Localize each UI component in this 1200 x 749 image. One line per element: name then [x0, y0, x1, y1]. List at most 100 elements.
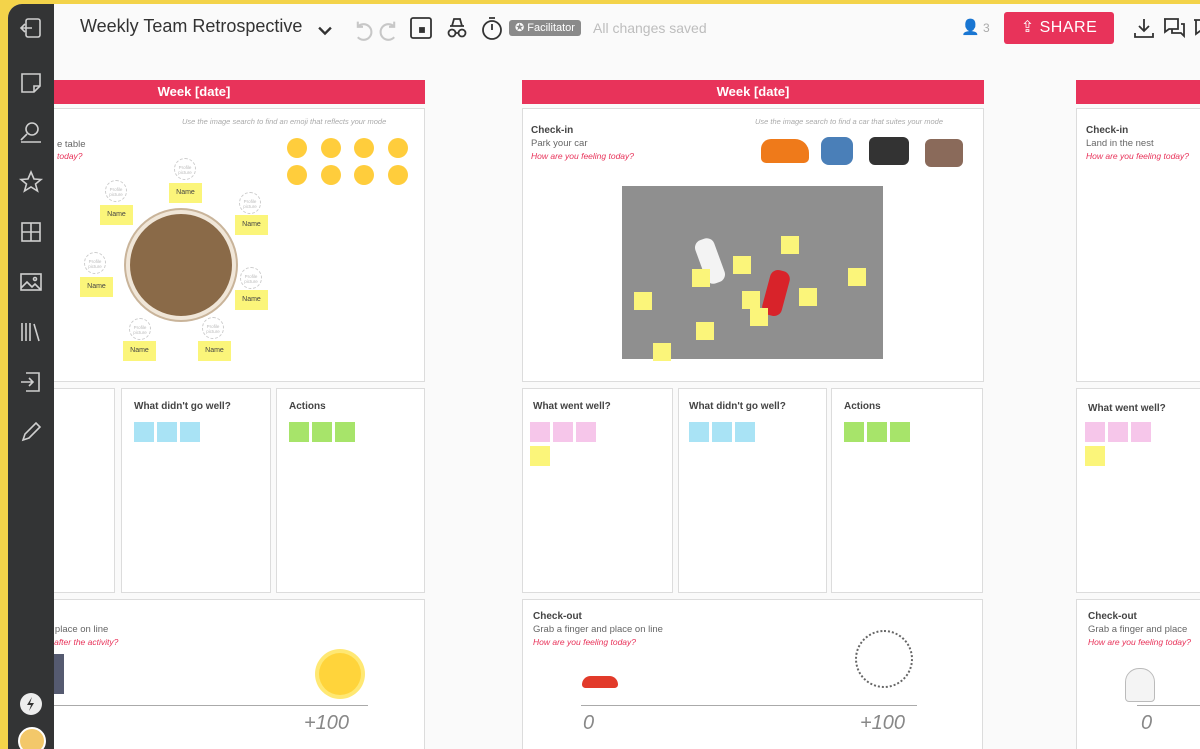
facilitator-badge[interactable]: ✪ Facilitator	[509, 20, 581, 36]
axis-max-label: +100	[304, 712, 350, 734]
image-icon[interactable]	[17, 268, 45, 296]
name-sticky[interactable]: Name	[198, 341, 231, 361]
buggy-icon[interactable]	[925, 139, 963, 167]
sticky-note[interactable]	[781, 236, 799, 254]
search-image-icon[interactable]	[17, 118, 45, 146]
sticky-note[interactable]	[576, 422, 596, 442]
wink-emoji-icon[interactable]	[354, 165, 374, 185]
sticky-note-icon[interactable]	[17, 69, 45, 97]
checkin-question: today?	[57, 151, 83, 161]
sticky-note[interactable]	[289, 422, 309, 442]
smile-emoji-icon[interactable]	[287, 138, 307, 158]
whiteboard-canvas[interactable]: Week [date] e table today? Use the image…	[54, 48, 1200, 749]
sticky-note[interactable]	[1108, 422, 1128, 442]
nerd-emoji-icon[interactable]	[388, 138, 408, 158]
checkin-question: How are you feeling today?	[531, 151, 635, 161]
happy-emoji-icon[interactable]	[287, 165, 307, 185]
ghost-icon[interactable]	[1125, 668, 1155, 702]
sticky-note[interactable]	[848, 268, 866, 286]
chevron-down-icon[interactable]	[312, 17, 334, 39]
sticky-note[interactable]	[530, 446, 550, 466]
redo-icon[interactable]	[376, 19, 396, 41]
sticky-note[interactable]	[689, 422, 709, 442]
board-title[interactable]: Weekly Team Retrospective	[80, 16, 303, 36]
party-emoji-icon[interactable]	[388, 165, 408, 185]
sticky-note[interactable]	[1131, 422, 1151, 442]
sticky-note[interactable]	[180, 422, 200, 442]
avatar[interactable]	[18, 727, 46, 749]
name-sticky[interactable]: Name	[80, 277, 113, 297]
pen-icon[interactable]	[17, 418, 45, 446]
checkout-panel: Check-out Grab a finger and place How ar…	[1076, 599, 1200, 749]
sticky-note[interactable]	[157, 422, 177, 442]
exit-icon[interactable]	[17, 14, 45, 42]
jeep-icon[interactable]	[869, 137, 909, 165]
checkout-question: g after the activity?	[54, 637, 119, 647]
sticky-note[interactable]	[634, 292, 652, 310]
sticky-note[interactable]	[134, 422, 154, 442]
name-sticky[interactable]: Name	[100, 205, 133, 225]
comments-icon[interactable]	[1161, 15, 1187, 41]
sticky-note[interactable]	[1085, 422, 1105, 442]
sticky-note[interactable]	[553, 422, 573, 442]
active-users[interactable]: 👤 3	[961, 18, 990, 36]
sleepy-emoji-icon[interactable]	[321, 165, 341, 185]
column-title: What didn't go well?	[689, 401, 786, 412]
orange-car-icon[interactable]	[761, 139, 809, 163]
undo-icon[interactable]	[350, 19, 373, 41]
sticky-note[interactable]	[844, 422, 864, 442]
sticky-note[interactable]	[867, 422, 887, 442]
import-icon[interactable]	[17, 368, 45, 396]
scatter-dots-icon[interactable]	[855, 630, 913, 688]
parking-lot-image[interactable]	[622, 186, 883, 361]
sticky-note[interactable]	[692, 269, 710, 287]
checkout-title: Check-out	[533, 611, 582, 622]
star-icon[interactable]	[17, 168, 45, 196]
column-title: What went well?	[1088, 403, 1166, 414]
didnt-go-well-panel: What didn't go well?	[121, 388, 271, 593]
sticky-note[interactable]	[890, 422, 910, 442]
sticky-note[interactable]	[750, 308, 768, 326]
sticky-note[interactable]	[653, 343, 671, 361]
blue-car-icon[interactable]	[821, 137, 853, 165]
went-well-panel	[54, 388, 115, 593]
share-button[interactable]: ⇪ SHARE	[1004, 12, 1114, 44]
checkout-subtitle: Grab a finger and place on line	[533, 624, 663, 635]
incognito-icon[interactable]	[444, 15, 470, 41]
name-sticky[interactable]: Name	[235, 215, 268, 235]
dizzy-emoji-icon[interactable]	[321, 138, 341, 158]
name-sticky[interactable]: Name	[123, 341, 156, 361]
finger-image[interactable]	[54, 654, 64, 694]
chat-icon[interactable]	[1190, 15, 1200, 41]
profile-placeholder: Profile picture	[105, 180, 127, 202]
column-title: What didn't go well?	[134, 401, 231, 412]
sticky-note[interactable]	[530, 422, 550, 442]
sticky-note[interactable]	[696, 322, 714, 340]
user-icon: 👤	[961, 19, 980, 36]
finger-image[interactable]	[582, 676, 618, 688]
actions-panel: Actions	[276, 388, 425, 593]
sticky-note[interactable]	[312, 422, 332, 442]
axis-min-label: 0	[583, 712, 595, 734]
mood-axis-line	[581, 705, 917, 706]
grid-icon[interactable]	[17, 218, 45, 246]
library-icon[interactable]	[17, 318, 45, 346]
sticky-note[interactable]	[335, 422, 355, 442]
sun-icon[interactable]	[319, 653, 361, 695]
profile-placeholder: Profile picture	[129, 318, 151, 340]
download-icon[interactable]	[1131, 15, 1157, 41]
hearts-emoji-icon[interactable]	[354, 138, 374, 158]
name-sticky[interactable]: Name	[235, 290, 268, 310]
sticky-note[interactable]	[799, 288, 817, 306]
sticky-note[interactable]	[712, 422, 732, 442]
lightning-icon[interactable]	[17, 690, 45, 718]
sticky-note[interactable]	[742, 291, 760, 309]
name-sticky[interactable]: Name	[169, 183, 202, 203]
sticky-note[interactable]	[735, 422, 755, 442]
frame-view-icon[interactable]	[408, 15, 434, 41]
sticky-note[interactable]	[1085, 446, 1105, 466]
checkin-panel: Check-in Park your car How are you feeli…	[522, 108, 984, 382]
timer-icon[interactable]	[479, 15, 505, 41]
sticky-note[interactable]	[733, 256, 751, 274]
axis-max-label: +100	[860, 712, 906, 734]
